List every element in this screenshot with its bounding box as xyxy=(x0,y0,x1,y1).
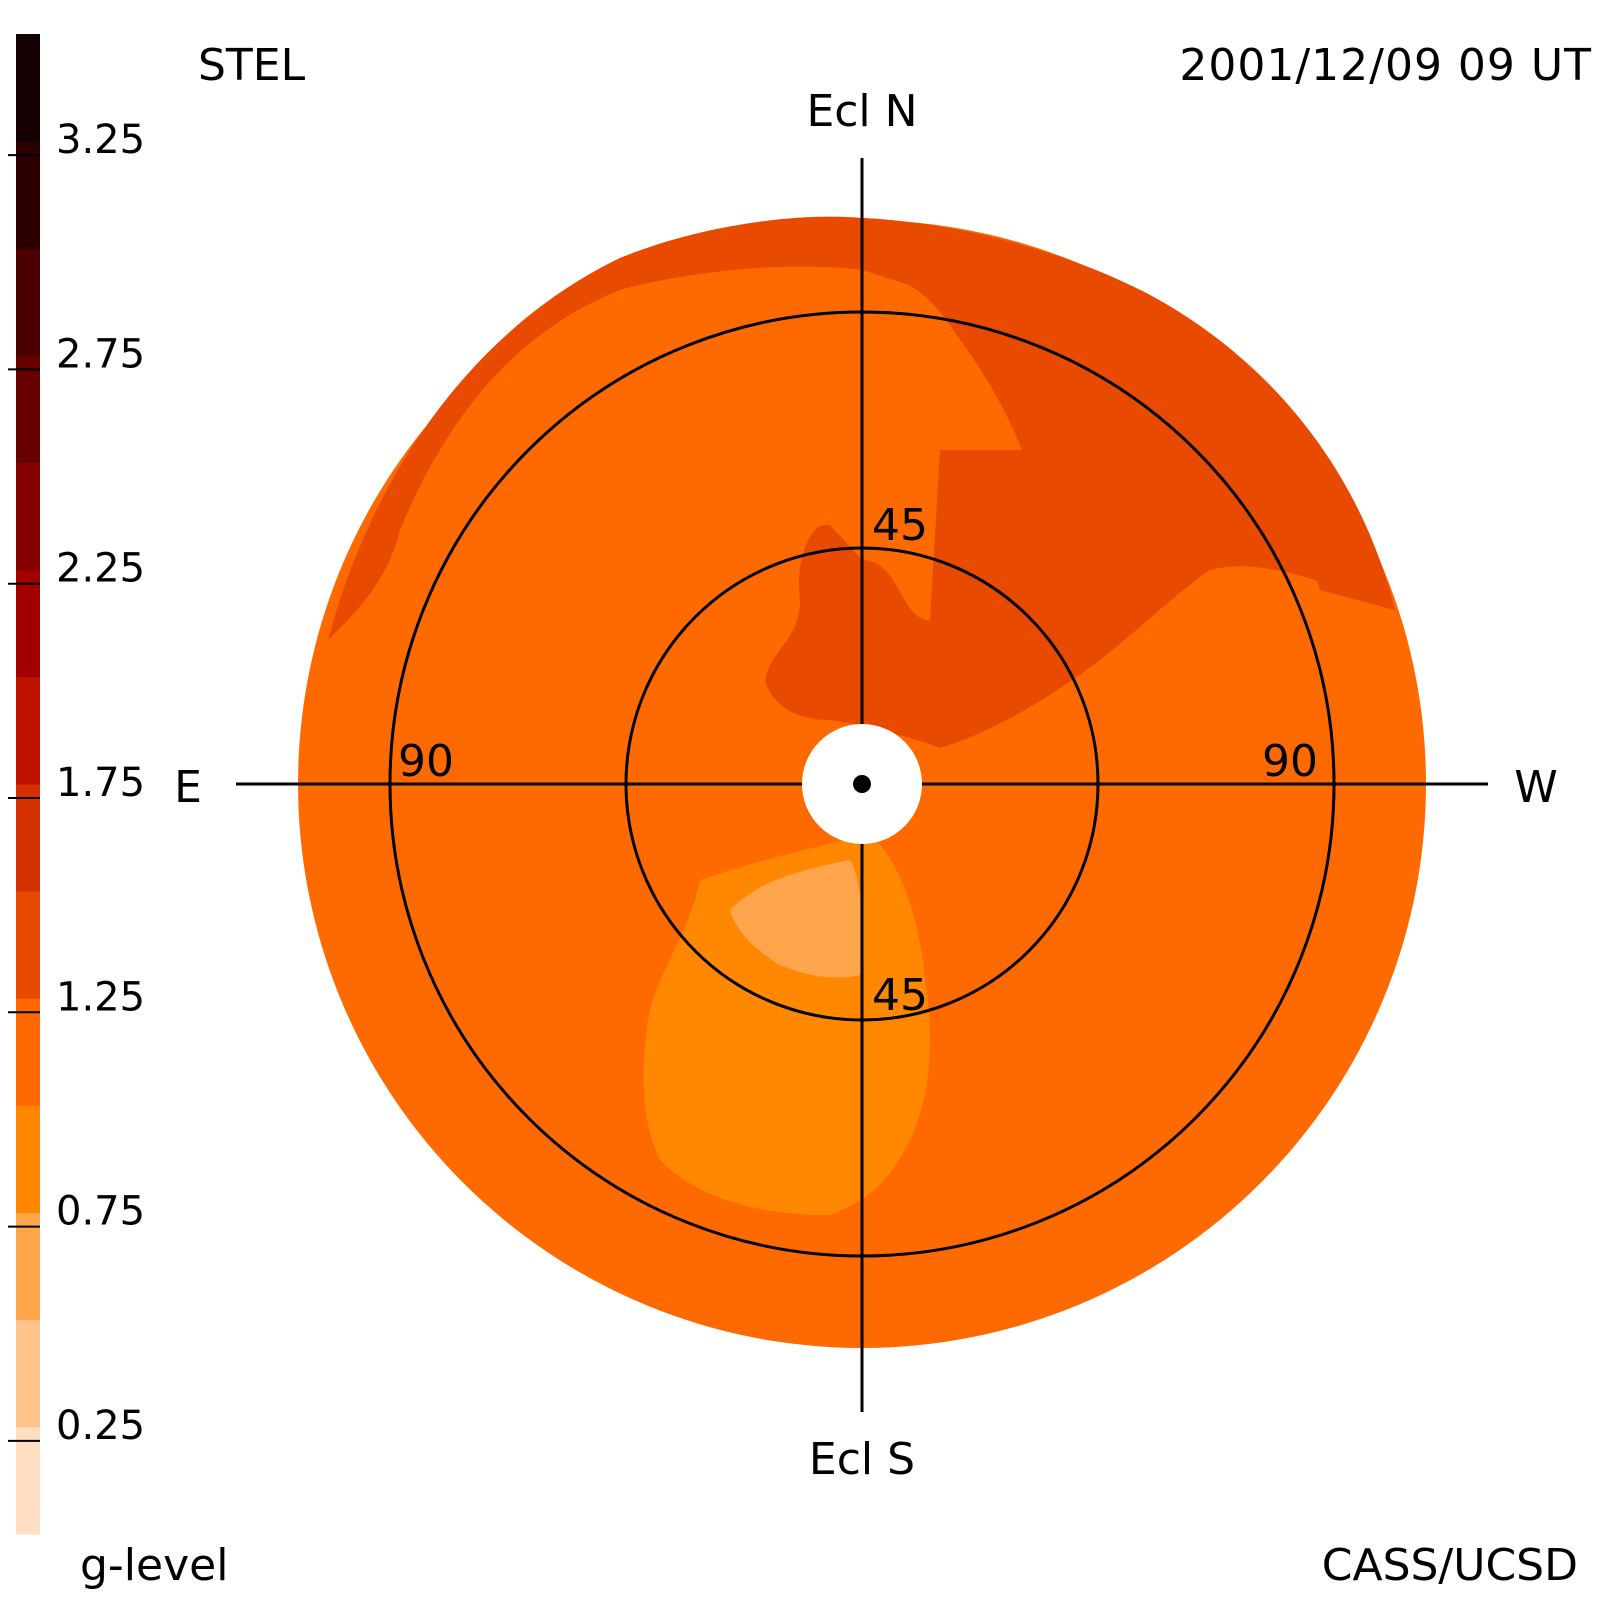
colorbar-band xyxy=(16,248,40,356)
colorbar-band xyxy=(16,676,40,785)
direction-label-west: W xyxy=(1514,762,1558,813)
direction-label-north: Ecl N xyxy=(806,86,917,137)
colorbar-tick-label: 2.75 xyxy=(56,331,145,377)
colorbar-band xyxy=(16,784,40,892)
colorbar-tick-label: 0.75 xyxy=(56,1189,145,1235)
colorbar-band xyxy=(16,1426,40,1535)
direction-label-south: Ecl S xyxy=(809,1434,915,1485)
colorbar-band xyxy=(16,891,40,999)
colorbar-tick-label: 3.25 xyxy=(56,117,145,163)
colorbar-band xyxy=(16,569,40,678)
ring-label-90-west: 90 xyxy=(1262,736,1318,787)
credit-label: CASS/UCSD xyxy=(1321,1540,1578,1591)
colorbar-tick-label: 2.25 xyxy=(56,546,145,592)
ring-label-90-east: 90 xyxy=(398,736,454,787)
colorbar-tick-label: 1.75 xyxy=(56,760,145,806)
colorbar-band xyxy=(16,1319,40,1428)
colorbar-label: g-level xyxy=(80,1540,229,1591)
region-north-west-enhancement xyxy=(765,218,1395,748)
instrument-title: STEL xyxy=(198,40,306,91)
colorbar-band xyxy=(16,998,40,1106)
colorbar-band xyxy=(16,141,40,249)
region-south-inner-patch xyxy=(730,860,863,978)
ring-label-45-north: 45 xyxy=(872,500,928,551)
ring-label-45-south: 45 xyxy=(872,970,928,1021)
direction-label-east: E xyxy=(174,762,202,813)
colorbar-tick-label: 1.25 xyxy=(56,974,145,1020)
colorbar-band xyxy=(16,34,40,142)
timestamp-title: 2001/12/09 09 UT xyxy=(1179,40,1592,91)
colorbar-band xyxy=(16,1212,40,1321)
colorbar-band xyxy=(16,462,40,571)
colorbar-band xyxy=(16,1105,40,1214)
colorbar-tick-label: 0.25 xyxy=(56,1403,145,1449)
colorbar: 3.25 2.75 2.25 1.75 1.25 0.75 0.25 xyxy=(8,34,145,1535)
sun-center-dot xyxy=(853,775,871,793)
map-plot: Ecl N Ecl S E W 45 45 90 90 xyxy=(174,86,1558,1485)
colorbar-band xyxy=(16,355,40,464)
